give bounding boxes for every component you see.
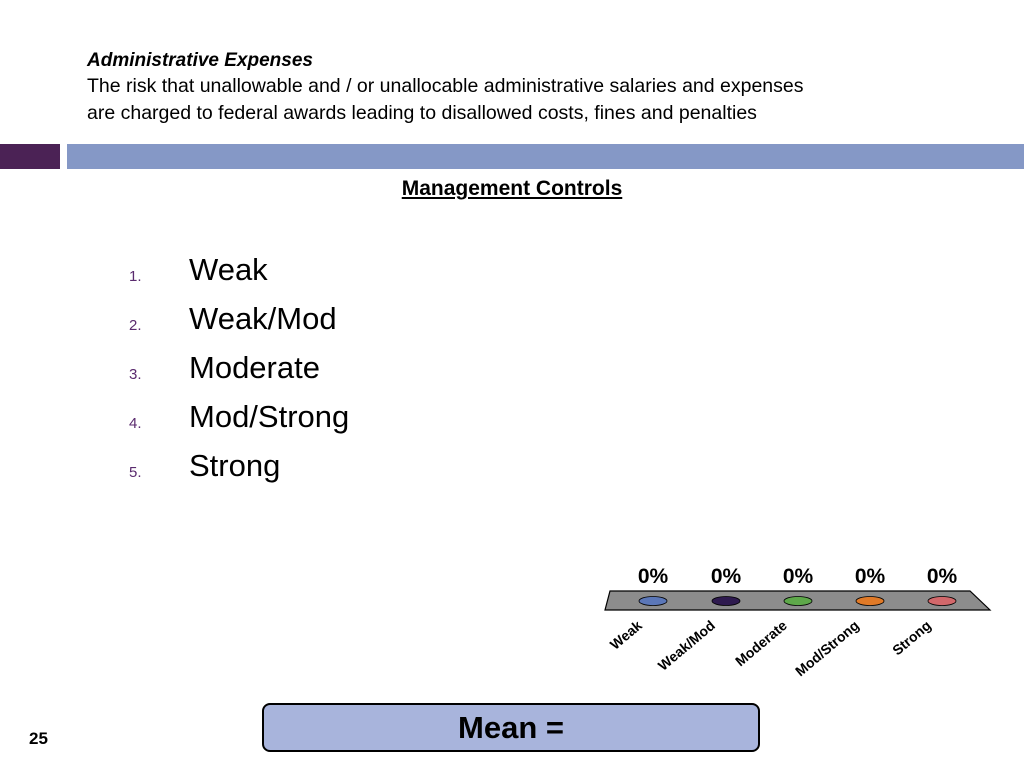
mean-label: Mean = (458, 709, 564, 745)
chart-bar (855, 596, 885, 606)
accent-band-left (0, 144, 60, 169)
chart-category-label: Moderate (732, 617, 790, 669)
option-number: 2. (129, 317, 142, 334)
risk-description-line-2: are charged to federal awards leading to… (87, 102, 757, 124)
mean-box: Mean = (262, 703, 760, 752)
chart-value-label: 0% (927, 565, 958, 588)
chart-bar (783, 596, 813, 606)
slide-subtitle: Administrative Expenses (87, 50, 313, 71)
option-number: 3. (129, 366, 142, 383)
response-chart: 0% Weak 0% Weak/Mod 0% Moderate 0% Mod/Strong 0%… (604, 565, 992, 679)
option-label: Strong (189, 448, 281, 483)
option-label: Weak/Mod (189, 301, 337, 336)
risk-description-line-1: The risk that unallowable and / or unall… (87, 75, 804, 97)
option-label: Mod/Strong (189, 399, 350, 434)
chart-bar (638, 596, 668, 606)
chart-bar (927, 596, 957, 606)
chart-value-label: 0% (711, 565, 742, 588)
chart-value-label: 0% (855, 565, 886, 588)
chart-bar (711, 596, 741, 606)
accent-band-right (67, 144, 1024, 169)
section-title: Management Controls (401, 177, 623, 200)
option-number: 1. (129, 268, 142, 285)
option-label: Moderate (189, 350, 320, 385)
slide-header: Administrative Expenses The risk that un… (87, 49, 987, 127)
chart-value-label: 0% (783, 565, 814, 588)
chart-category-label: Strong (889, 617, 934, 658)
chart-value-label: 0% (638, 565, 669, 588)
page-number: 25 (29, 729, 48, 748)
chart-category-label: Mod/Strong (792, 617, 862, 679)
option-number: 4. (129, 415, 142, 432)
option-number: 5. (129, 464, 142, 481)
chart-category-label: Weak (607, 617, 645, 653)
chart-category-label: Weak/Mod (655, 617, 718, 674)
option-label: Weak (189, 252, 268, 287)
